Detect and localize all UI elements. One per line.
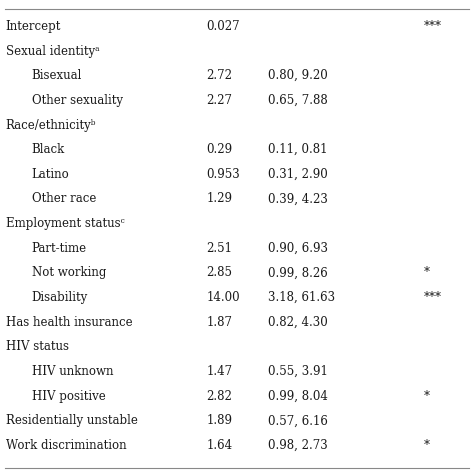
- Text: 0.90, 6.93: 0.90, 6.93: [268, 242, 328, 255]
- Text: 0.82, 4.30: 0.82, 4.30: [268, 316, 328, 328]
- Text: *: *: [424, 439, 430, 452]
- Text: Residentially unstable: Residentially unstable: [6, 414, 137, 427]
- Text: Has health insurance: Has health insurance: [6, 316, 132, 328]
- Text: 2.72: 2.72: [206, 69, 232, 82]
- Text: Not working: Not working: [32, 266, 106, 279]
- Text: 0.953: 0.953: [206, 168, 240, 181]
- Text: 1.87: 1.87: [206, 316, 232, 328]
- Text: 0.55, 3.91: 0.55, 3.91: [268, 365, 328, 378]
- Text: 1.29: 1.29: [206, 192, 232, 205]
- Text: 0.31, 2.90: 0.31, 2.90: [268, 168, 328, 181]
- Text: Other sexuality: Other sexuality: [32, 94, 123, 107]
- Text: *: *: [424, 266, 430, 279]
- Text: 2.82: 2.82: [206, 390, 232, 402]
- Text: Disability: Disability: [32, 291, 88, 304]
- Text: Part-time: Part-time: [32, 242, 87, 255]
- Text: HIV status: HIV status: [6, 340, 69, 353]
- Text: 0.99, 8.04: 0.99, 8.04: [268, 390, 328, 402]
- Text: 2.85: 2.85: [206, 266, 232, 279]
- Text: Latino: Latino: [32, 168, 70, 181]
- Text: 3.18, 61.63: 3.18, 61.63: [268, 291, 335, 304]
- Text: 14.00: 14.00: [206, 291, 240, 304]
- Text: 0.29: 0.29: [206, 143, 232, 156]
- Text: Race/ethnicityᵇ: Race/ethnicityᵇ: [6, 118, 96, 131]
- Text: Intercept: Intercept: [6, 20, 61, 33]
- Text: 0.57, 6.16: 0.57, 6.16: [268, 414, 328, 427]
- Text: 0.11, 0.81: 0.11, 0.81: [268, 143, 328, 156]
- Text: *: *: [424, 390, 430, 402]
- Text: Work discrimination: Work discrimination: [6, 439, 126, 452]
- Text: HIV positive: HIV positive: [32, 390, 106, 402]
- Text: Other race: Other race: [32, 192, 96, 205]
- Text: 0.80, 9.20: 0.80, 9.20: [268, 69, 328, 82]
- Text: Black: Black: [32, 143, 65, 156]
- Text: Sexual identityᵃ: Sexual identityᵃ: [6, 45, 100, 57]
- Text: ***: ***: [424, 20, 442, 33]
- Text: Bisexual: Bisexual: [32, 69, 82, 82]
- Text: 1.47: 1.47: [206, 365, 232, 378]
- Text: 2.27: 2.27: [206, 94, 232, 107]
- Text: ***: ***: [424, 291, 442, 304]
- Text: 0.99, 8.26: 0.99, 8.26: [268, 266, 328, 279]
- Text: 0.39, 4.23: 0.39, 4.23: [268, 192, 328, 205]
- Text: 2.51: 2.51: [206, 242, 232, 255]
- Text: 0.98, 2.73: 0.98, 2.73: [268, 439, 328, 452]
- Text: 0.65, 7.88: 0.65, 7.88: [268, 94, 328, 107]
- Text: 0.027: 0.027: [206, 20, 240, 33]
- Text: 1.89: 1.89: [206, 414, 232, 427]
- Text: 1.64: 1.64: [206, 439, 232, 452]
- Text: HIV unknown: HIV unknown: [32, 365, 113, 378]
- Text: Employment statusᶜ: Employment statusᶜ: [6, 217, 125, 230]
